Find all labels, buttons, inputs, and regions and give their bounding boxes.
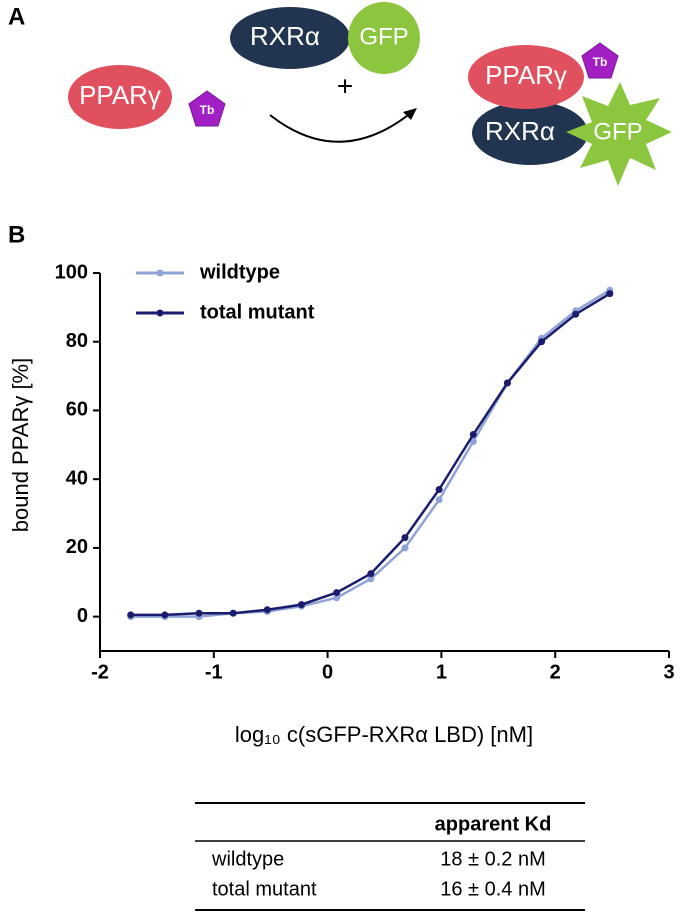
data-point bbox=[333, 594, 341, 602]
data-point bbox=[263, 606, 271, 614]
protein-label: RXRα bbox=[250, 21, 320, 51]
y-tick-label: 40 bbox=[66, 467, 88, 489]
data-point bbox=[435, 485, 443, 493]
y-axis-label: bound PPARγ [%] bbox=[8, 358, 33, 532]
protein-label: RXRα bbox=[485, 116, 555, 146]
protein-label: PPARγ bbox=[485, 60, 567, 90]
data-point bbox=[229, 609, 237, 617]
y-tick-label: 20 bbox=[66, 536, 88, 558]
tag-label: Tb bbox=[200, 103, 215, 117]
table-header: apparent Kd bbox=[435, 813, 552, 835]
panel-label: A bbox=[8, 3, 25, 30]
x-tick-label: -2 bbox=[91, 661, 109, 683]
gfp-shape bbox=[348, 2, 420, 74]
x-tick-label: 2 bbox=[550, 661, 561, 683]
pparg-shape bbox=[468, 45, 584, 109]
data-point bbox=[333, 589, 341, 597]
data-point bbox=[435, 496, 443, 504]
y-tick-label: 80 bbox=[66, 330, 88, 352]
data-point bbox=[401, 534, 409, 542]
gfp-star bbox=[566, 82, 672, 186]
data-point bbox=[538, 338, 546, 346]
data-point bbox=[127, 611, 135, 619]
x-tick-label: 1 bbox=[436, 661, 447, 683]
table-cell: wildtype bbox=[211, 848, 284, 870]
data-point bbox=[572, 310, 580, 318]
x-tick-label: -1 bbox=[205, 661, 223, 683]
table-cell: 16 ± 0.4 nM bbox=[440, 878, 545, 900]
x-tick-label: 3 bbox=[663, 661, 674, 683]
series-line bbox=[130, 289, 611, 618]
y-tick-label: 0 bbox=[77, 605, 88, 627]
table-cell: 18 ± 0.2 nM bbox=[440, 848, 545, 870]
data-point bbox=[401, 544, 409, 552]
data-point bbox=[297, 601, 305, 609]
data-point bbox=[606, 290, 614, 298]
arrow-head bbox=[403, 108, 417, 120]
tag-label: Tb bbox=[593, 55, 608, 69]
data-point bbox=[367, 570, 375, 578]
rxra-shape bbox=[230, 7, 350, 69]
y-tick-label: 100 bbox=[55, 261, 88, 283]
panel-label: B bbox=[8, 221, 25, 248]
plus: + bbox=[337, 70, 353, 101]
x-tick-label: 0 bbox=[322, 661, 333, 683]
tag-label: GFP bbox=[593, 118, 642, 145]
table-cell: total mutant bbox=[212, 878, 317, 900]
data-point bbox=[469, 431, 477, 439]
tag-label: GFP bbox=[359, 23, 408, 50]
arrow bbox=[269, 111, 413, 143]
legend-label: total mutant bbox=[200, 301, 315, 323]
legend-label: wildtype bbox=[199, 261, 280, 283]
x-axis-label: log₁₀ c(sGFP-RXRα LBD) [nM] bbox=[235, 722, 533, 747]
pparg-shape bbox=[68, 65, 172, 129]
protein-label: PPARγ bbox=[79, 80, 161, 110]
data-point bbox=[367, 575, 375, 583]
tb-shape bbox=[581, 42, 619, 79]
y-tick-label: 60 bbox=[66, 399, 88, 421]
rxra-shape bbox=[472, 101, 588, 165]
plot: 0 20 40 60 80 100 -2 -1 0 1 2 3 wildtype total mutant bbox=[55, 261, 675, 683]
tb-shape bbox=[188, 90, 226, 127]
data-point bbox=[161, 611, 169, 619]
data-point bbox=[503, 379, 511, 387]
legend-marker bbox=[156, 309, 164, 317]
data-point bbox=[195, 609, 203, 617]
legend-marker bbox=[156, 269, 164, 277]
